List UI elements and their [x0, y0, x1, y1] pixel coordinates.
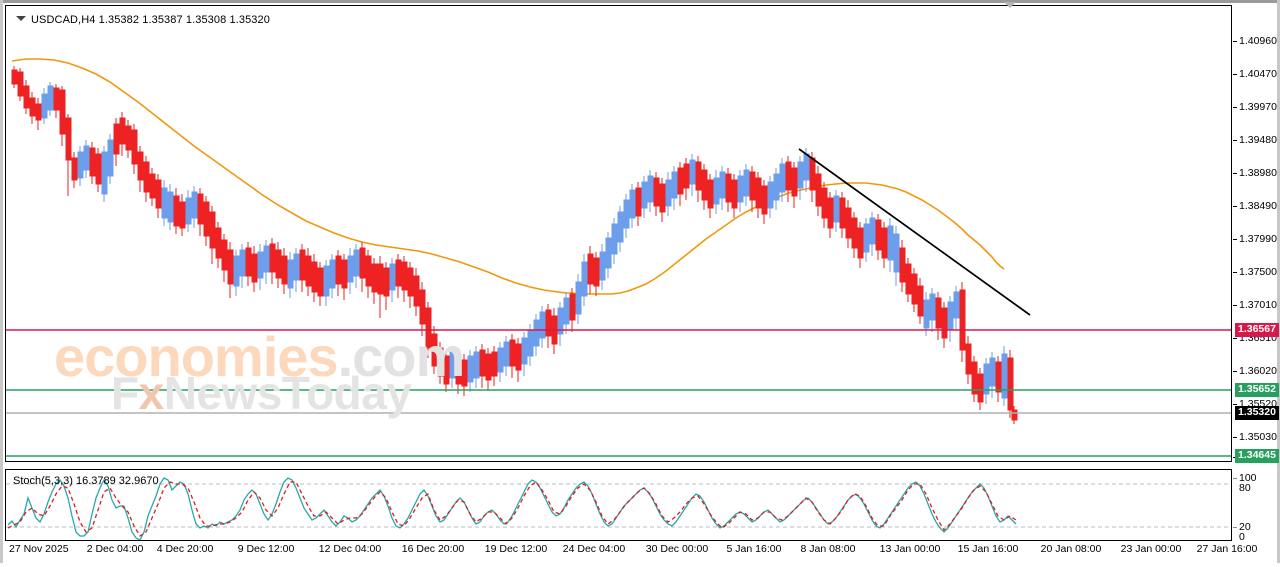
- price-tick: 1.38490: [1239, 200, 1277, 212]
- price-tick: 1.36020: [1239, 365, 1277, 377]
- downtrend-line[interactable]: [798, 148, 1031, 316]
- stoch-tick-20: 20: [1239, 521, 1251, 533]
- support-lower-price-tag[interactable]: 1.34645: [1235, 449, 1279, 463]
- time-tick: 9 Dec 12:00: [237, 543, 295, 555]
- time-tick: 20 Jan 08:00: [1040, 543, 1102, 555]
- chevron-down-icon[interactable]: [16, 16, 26, 21]
- price-tick: 1.37990: [1239, 233, 1277, 245]
- time-tick: 30 Dec 00:00: [645, 543, 709, 555]
- support-upper-price-tag[interactable]: 1.35652: [1235, 383, 1279, 397]
- stoch-tick-100: 100: [1239, 472, 1257, 484]
- time-tick: 13 Jan 00:00: [879, 543, 941, 555]
- chevron-down-marker-icon: [1004, 2, 1016, 8]
- window-bottom-edge: [0, 563, 1280, 567]
- price-tick: 1.37010: [1239, 299, 1277, 311]
- time-tick: 12 Dec 04:00: [318, 543, 382, 555]
- resistance-price-tag[interactable]: 1.36567: [1235, 323, 1279, 337]
- moving-average-line: [11, 58, 1005, 295]
- current-price-tag[interactable]: 1.35320: [1235, 406, 1279, 420]
- window-right-edge: [1277, 0, 1280, 567]
- time-tick: 23 Jan 00:00: [1120, 543, 1182, 555]
- time-tick: 4 Dec 20:00: [156, 543, 214, 555]
- price-chart-pane[interactable]: economies.com FxNewsToday USDCAD,H4 1.35…: [5, 5, 1232, 462]
- time-axis[interactable]: 27 Nov 2025 2 Dec 04:00 4 Dec 20:00 9 De…: [5, 543, 1277, 563]
- symbol-header: USDCAD,H4 1.35382 1.35387 1.35308 1.3532…: [16, 14, 270, 26]
- price-tick: 1.37500: [1239, 266, 1277, 278]
- time-tick: 8 Jan 08:00: [800, 543, 856, 555]
- stochastic-indicator-pane[interactable]: Stoch(5,3,3) 16.3789 32.9670: [5, 469, 1232, 541]
- time-tick: 15 Jan 16:00: [957, 543, 1019, 555]
- stoch-tick-80: 80: [1239, 482, 1251, 494]
- time-tick: 5 Jan 16:00: [726, 543, 782, 555]
- price-plot: [6, 58, 1231, 457]
- price-tick: 1.39970: [1239, 101, 1277, 113]
- window-left-edge: [0, 0, 3, 567]
- stochastic-plot: [6, 477, 1231, 540]
- price-tick: 1.39480: [1239, 134, 1277, 146]
- price-tick: 1.40470: [1239, 68, 1277, 80]
- stochastic-k-line: [7, 477, 1017, 540]
- time-tick: 24 Dec 04:00: [562, 543, 626, 555]
- time-tick: 27 Nov 2025: [9, 543, 69, 555]
- candlestick-series: [11, 66, 1018, 424]
- price-tick: 1.38980: [1239, 167, 1277, 179]
- symbol-header-text: USDCAD,H4 1.35382 1.35387 1.35308 1.3532…: [31, 14, 270, 26]
- price-tick: 1.35030: [1239, 431, 1277, 443]
- stochastic-header: Stoch(5,3,3) 16.3789 32.9670: [13, 475, 159, 487]
- time-tick: 27 Jan 16:00: [1196, 543, 1258, 555]
- time-tick: 16 Dec 20:00: [401, 543, 465, 555]
- time-tick: 2 Dec 04:00: [86, 543, 144, 555]
- price-tick: 1.40960: [1239, 35, 1277, 47]
- time-tick: 19 Dec 12:00: [484, 543, 548, 555]
- stoch-tick-0: 0: [1239, 531, 1245, 543]
- stochastic-axis: 100 80 20 0: [1233, 469, 1277, 543]
- price-axis[interactable]: 1.40960 1.40470 1.39970 1.39480 1.38980 …: [1233, 5, 1279, 466]
- stochastic-d-line: [7, 481, 1017, 537]
- window-top-edge: [0, 0, 1280, 3]
